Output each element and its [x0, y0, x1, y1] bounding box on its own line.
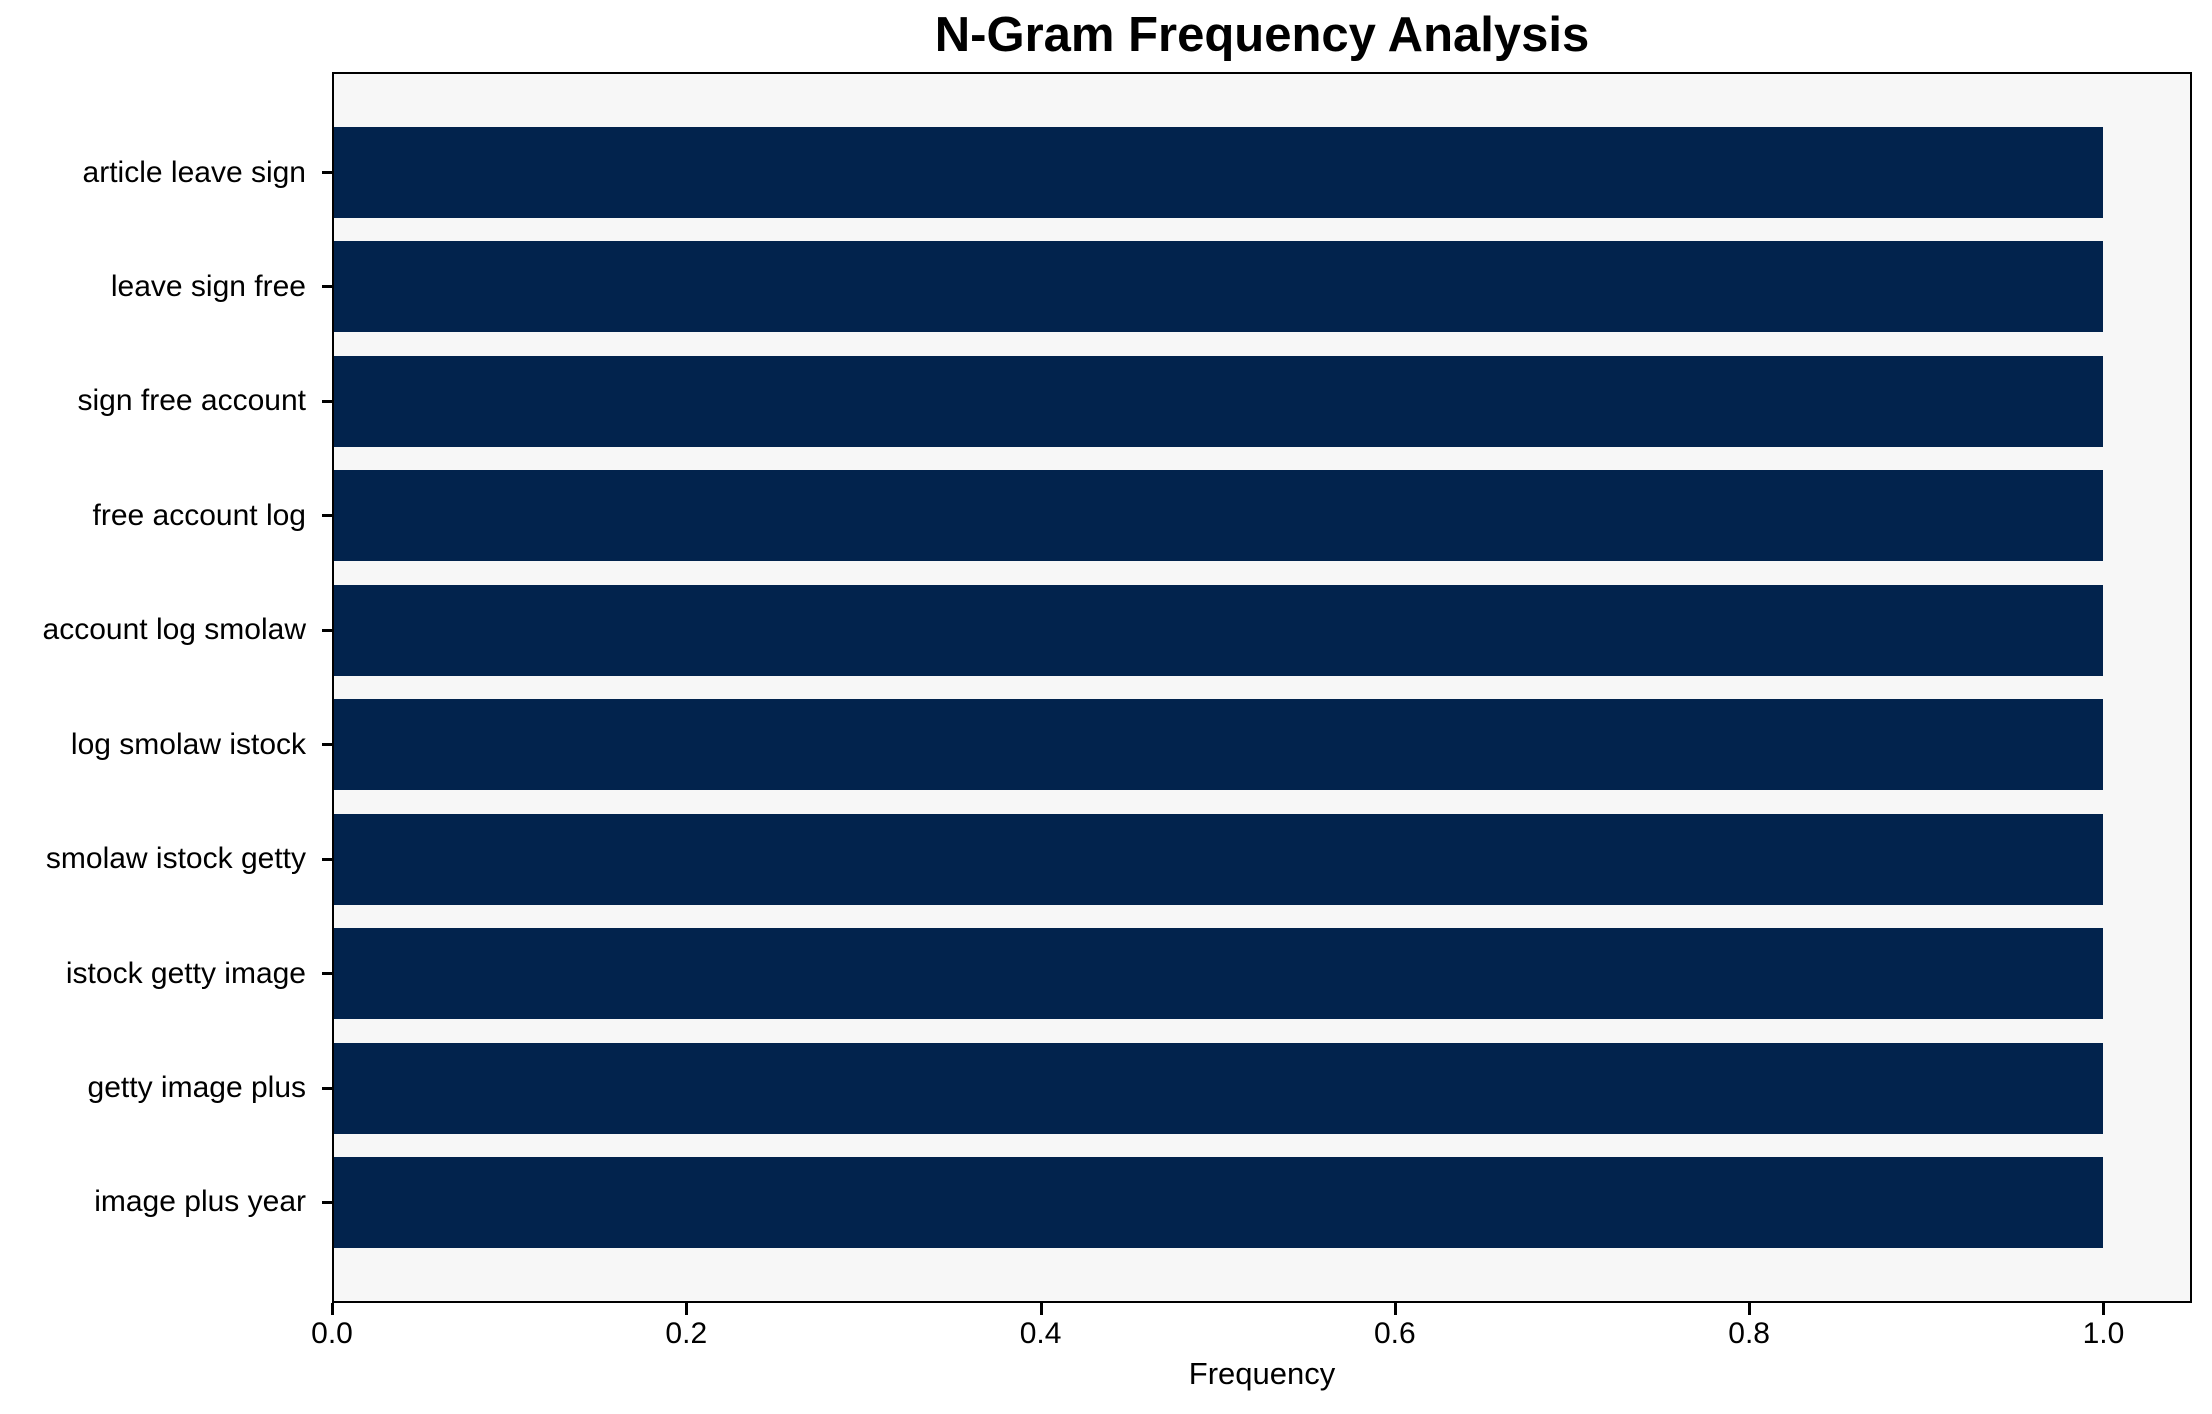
bar — [334, 928, 2103, 1020]
y-tick-mark — [322, 514, 332, 518]
bar-row: account log smolaw — [0, 584, 2212, 676]
x-tick-mark — [1748, 1303, 1752, 1315]
y-axis-label: account log smolaw — [42, 613, 306, 647]
x-tick-label: 0.0 — [311, 1317, 353, 1350]
x-axis-title: Frequency — [1188, 1356, 1336, 1391]
bar-row: article leave sign — [0, 127, 2212, 218]
y-axis-and-bars: article leave sign leave sign free sign fr… — [0, 72, 2212, 1303]
x-tick-mark — [685, 1303, 689, 1315]
y-tick-mark — [322, 857, 332, 861]
bar-row: sign free account — [0, 355, 2212, 447]
bar — [334, 1156, 2103, 1248]
x-tick-mark — [2102, 1303, 2106, 1315]
y-axis-label: leave sign free — [110, 269, 306, 303]
bar — [334, 241, 2103, 333]
y-axis-label: istock getty image — [65, 956, 306, 990]
y-axis-label: image plus year — [94, 1185, 306, 1219]
y-tick-mark — [322, 399, 332, 403]
bar — [334, 699, 2103, 791]
x-tick-mark — [1039, 1303, 1043, 1315]
y-tick-mark — [322, 628, 332, 632]
bar — [334, 584, 2103, 676]
y-axis-label: sign free account — [77, 384, 306, 418]
x-tick-label: 1.0 — [2082, 1317, 2125, 1350]
y-tick-mark — [322, 1086, 332, 1090]
x-tick-mark — [1393, 1303, 1397, 1315]
bar-row: free account log — [0, 470, 2212, 562]
chart-title: N-Gram Frequency Analysis — [934, 8, 1590, 62]
bar — [334, 813, 2103, 905]
bar-row: getty image plus — [0, 1042, 2212, 1134]
y-tick-mark — [322, 743, 332, 747]
bar — [334, 127, 2103, 218]
y-tick-mark — [322, 285, 332, 289]
bar-row: leave sign free — [0, 241, 2212, 333]
y-axis-label: smolaw istock getty — [45, 842, 306, 876]
x-tick-label: 0.6 — [1373, 1317, 1416, 1350]
y-tick-mark — [322, 1200, 332, 1204]
x-tick-label: 0.2 — [665, 1317, 708, 1350]
bar — [334, 355, 2103, 447]
y-axis-label: free account log — [92, 498, 306, 532]
bar-row: istock getty image — [0, 928, 2212, 1020]
y-axis-label: getty image plus — [87, 1071, 306, 1104]
bar — [334, 1042, 2103, 1134]
x-tick-mark — [331, 1303, 334, 1315]
bar-row: log smolaw istock — [0, 699, 2212, 791]
bar — [334, 470, 2103, 562]
x-tick-label: 0.4 — [1019, 1317, 1062, 1350]
y-tick-mark — [322, 171, 332, 174]
x-tick-label: 0.8 — [1728, 1317, 1770, 1350]
y-axis-label: log smolaw istock — [70, 727, 306, 761]
y-tick-mark — [322, 972, 332, 976]
bar-row: image plus year — [0, 1156, 2212, 1248]
y-axis-label: article leave sign — [82, 155, 306, 189]
bar-row: smolaw istock getty — [0, 813, 2212, 905]
